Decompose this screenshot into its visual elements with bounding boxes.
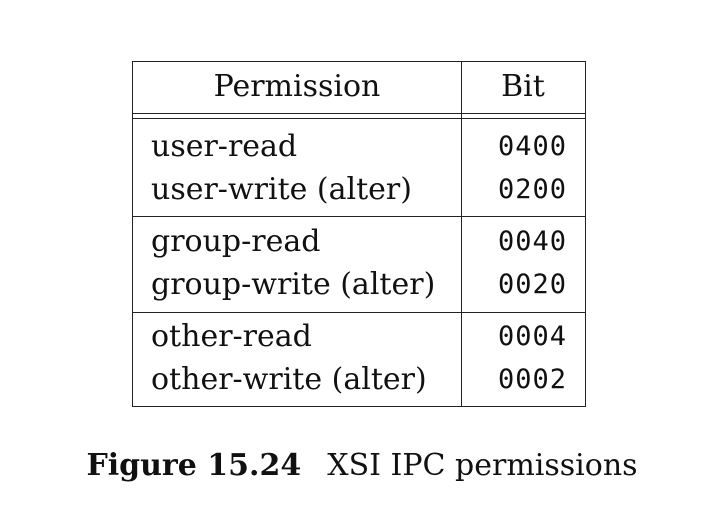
group-rule [133,312,585,313]
permission-cell: other-write (alter) [151,362,427,397]
header-rule-top [133,113,585,114]
bit-cell: 0200 [497,174,567,205]
bit-cell: 0040 [497,226,567,257]
header-permission: Permission [213,69,381,104]
permission-cell: user-write (alter) [151,172,412,207]
permissions-table: Permission Bit user-read 0400 user-write… [132,61,586,407]
permission-cell: user-read [151,129,298,164]
group-rule [133,216,585,217]
permission-cell: group-write (alter) [151,267,436,302]
bit-cell: 0002 [497,364,567,395]
bit-cell: 0400 [497,131,567,162]
bit-cell: 0004 [497,321,567,352]
bit-cell: 0020 [497,269,567,300]
figure-title: XSI IPC permissions [327,448,638,483]
figure-caption: Figure 15.24 XSI IPC permissions [0,448,724,483]
permission-cell: group-read [151,224,321,259]
figure-label: Figure 15.24 [86,448,302,483]
header-bit: Bit [501,69,545,104]
column-divider [461,62,462,406]
permission-cell: other-read [151,319,312,354]
header-rule-bottom [133,118,585,119]
